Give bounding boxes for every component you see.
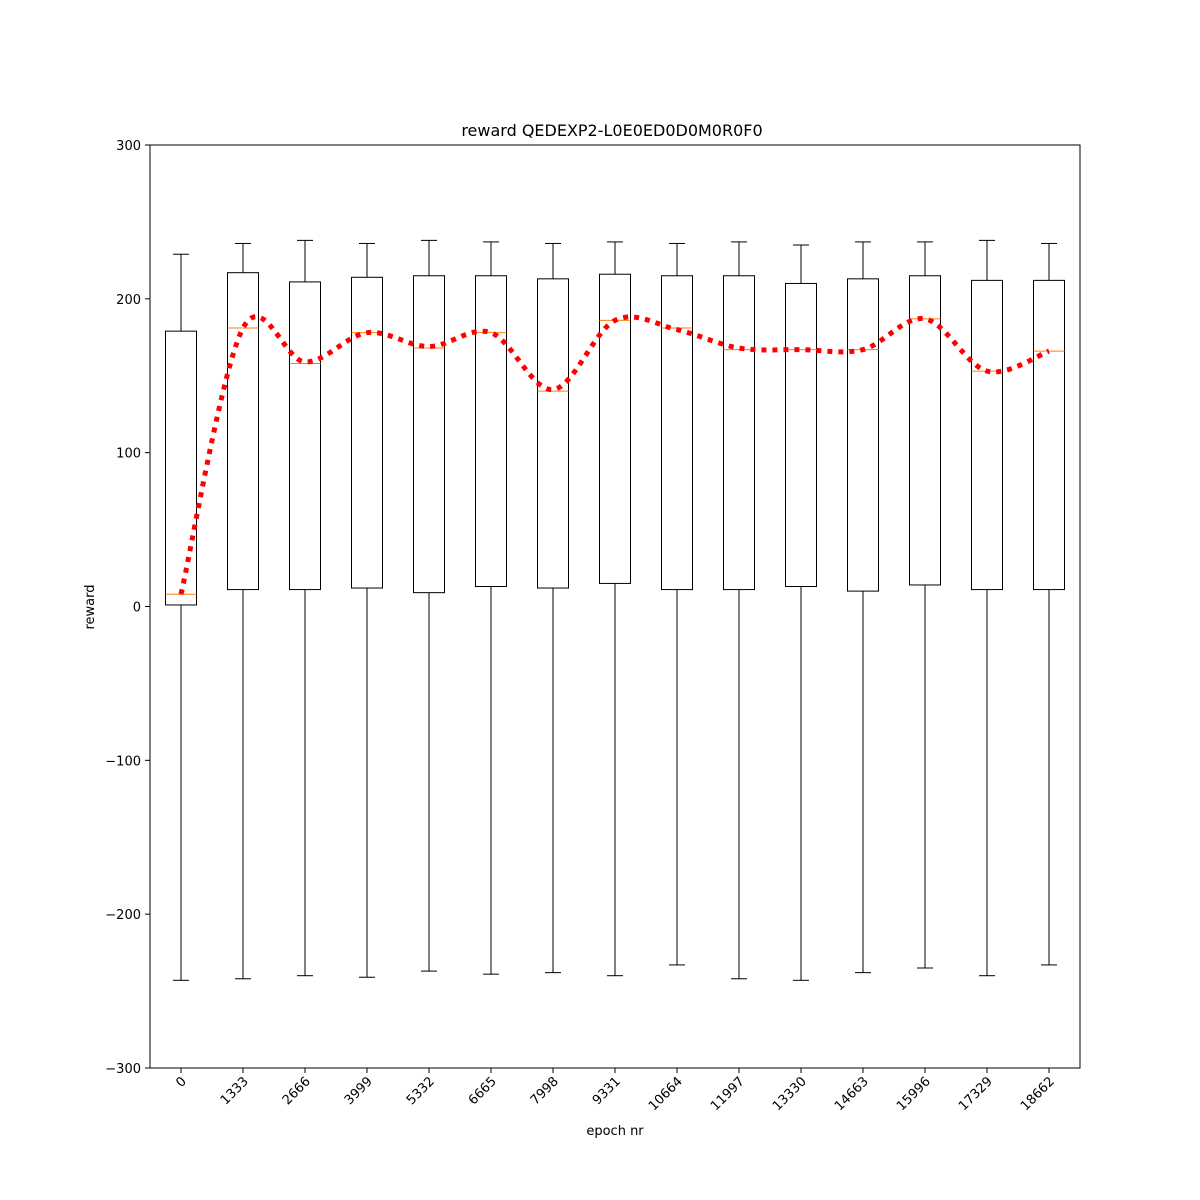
box: [351, 276, 383, 589]
x-tick-label: 3999: [342, 1074, 376, 1108]
x-tick-label: 2666: [280, 1074, 314, 1108]
x-tick-label: 14663: [832, 1074, 872, 1114]
box: [661, 275, 693, 591]
y-tick-label: −100: [105, 754, 141, 769]
box: [227, 272, 259, 591]
x-axis-label: epoch nr: [586, 1124, 644, 1139]
x-tick-label: 10664: [646, 1074, 686, 1114]
x-tick-label: 11997: [708, 1074, 748, 1114]
x-tick-label: 6665: [466, 1074, 500, 1108]
x-tick-label: 5332: [404, 1074, 438, 1108]
y-tick-label: 200: [116, 293, 141, 308]
x-tick-label: 15996: [894, 1074, 934, 1114]
y-tick-label: −300: [105, 1062, 141, 1077]
box: [599, 273, 631, 584]
box: [847, 278, 879, 592]
x-tick-label: 18662: [1018, 1074, 1058, 1114]
x-tick-label: 7998: [528, 1074, 562, 1108]
x-tick-label: 1333: [218, 1074, 252, 1108]
box: [723, 275, 755, 591]
y-axis-label: reward: [83, 584, 98, 629]
box: [289, 281, 321, 591]
box: [909, 275, 941, 586]
x-tick-label: 9331: [590, 1074, 624, 1108]
chart-title: reward QEDEXP2-L0E0ED0D0M0R0F0: [461, 121, 762, 140]
plot-area: −300 −200 −100 0 100 200 300 0 1333 2666 3999 5332 6…: [105, 139, 1081, 1114]
box: [1033, 279, 1065, 591]
box: [785, 282, 817, 588]
box: [475, 275, 507, 588]
x-tick-label: 17329: [956, 1074, 996, 1114]
y-tick-label: −200: [105, 908, 141, 923]
y-tick-label: 100: [116, 447, 141, 462]
x-tick-label: 13330: [770, 1074, 810, 1114]
x-tick-label: 0: [173, 1074, 189, 1090]
box: [413, 275, 445, 594]
y-tick-label: 0: [133, 601, 141, 616]
box: [165, 330, 197, 606]
box: [971, 279, 1003, 591]
box: [537, 278, 569, 589]
trend-line: [178, 314, 1050, 595]
y-tick-label: 300: [116, 139, 141, 154]
